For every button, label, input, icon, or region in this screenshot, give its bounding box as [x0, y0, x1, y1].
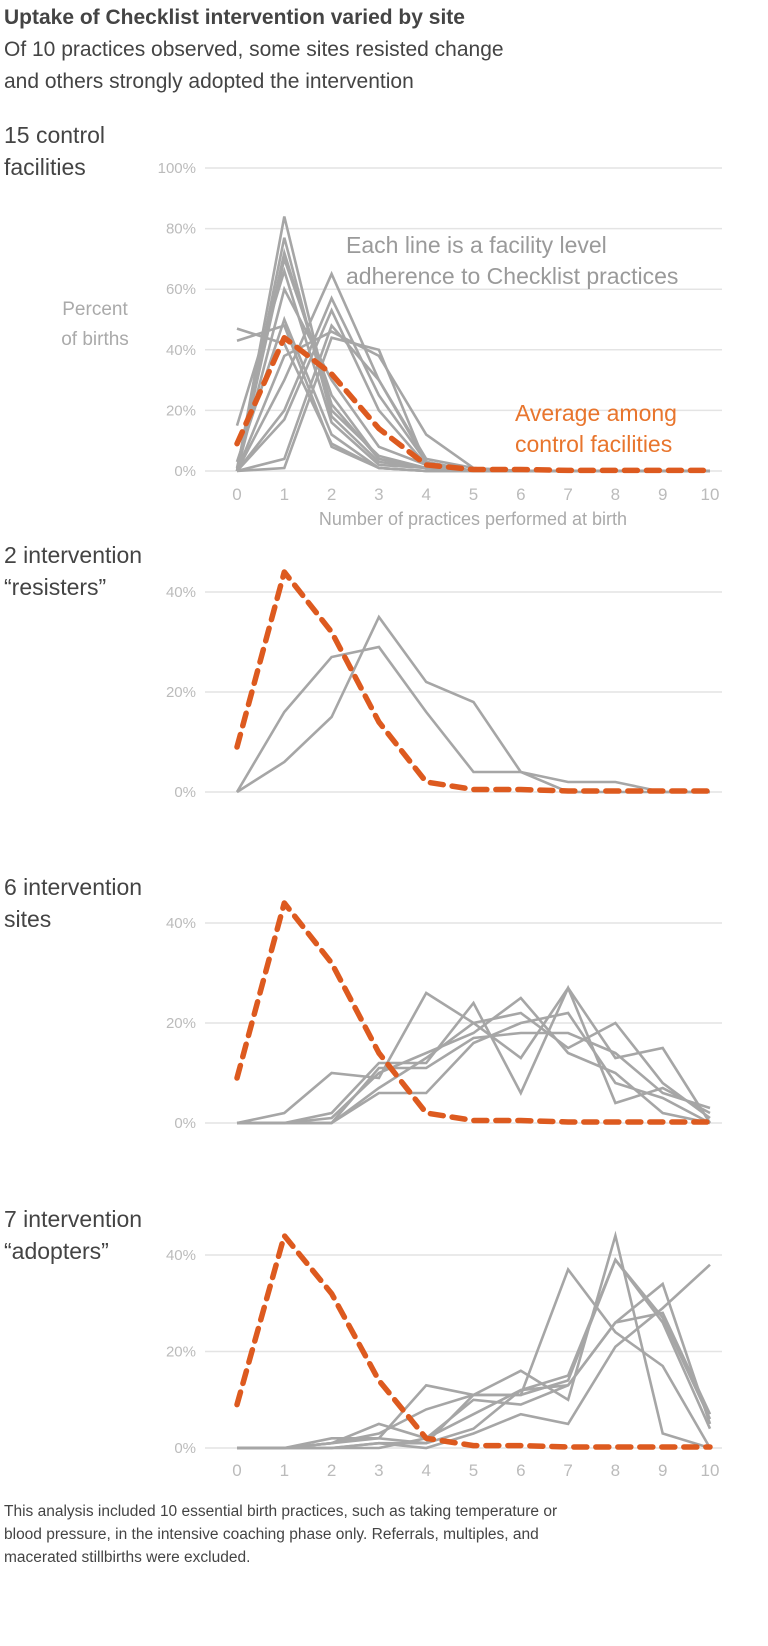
x-tick-label: 7 — [563, 1461, 572, 1480]
y-tick-label: 20% — [166, 1015, 196, 1032]
facility-line — [236, 614, 710, 794]
facility-line — [237, 1281, 712, 1450]
x-tick-label: 5 — [469, 485, 478, 504]
annotation: adherence to Checklist practices — [346, 263, 678, 289]
annotation: Each line is a facility level — [346, 232, 607, 258]
facility-line — [237, 1011, 711, 1125]
x-tick-label: 4 — [421, 485, 430, 504]
average-line — [234, 1232, 713, 1450]
facility-line — [237, 1011, 711, 1125]
average-line — [234, 900, 713, 1125]
average-label: Average among — [515, 400, 677, 426]
x-tick-label: 6 — [516, 485, 525, 504]
y-tick-label: 0% — [174, 784, 196, 801]
facility-line — [237, 984, 711, 1125]
facility-line — [237, 1230, 711, 1450]
y-tick-label: 0% — [174, 1440, 196, 1457]
x-tick-label: 10 — [701, 1461, 720, 1480]
panel-label: 7 intervention — [4, 1206, 142, 1232]
panel-label: “resisters” — [4, 574, 106, 600]
y-tick-label: 40% — [166, 584, 196, 601]
x-tick-label: 6 — [516, 1461, 525, 1480]
facility-line — [237, 1311, 712, 1450]
footnote-line: blood pressure, in the intensive coachin… — [4, 1526, 539, 1543]
average-line — [234, 569, 713, 794]
x-axis-label: Number of practices performed at birth — [319, 509, 627, 529]
chart-subtitle-line: Of 10 practices observed, some sites res… — [4, 38, 504, 61]
y-tick-label: 20% — [166, 684, 196, 701]
facility-line — [237, 1266, 712, 1450]
panel-label: 6 intervention — [4, 874, 142, 900]
y-tick-label: 40% — [166, 1247, 196, 1264]
panel-label: facilities — [4, 154, 86, 180]
x-tick-label: 9 — [658, 1461, 667, 1480]
chart-title: Uptake of Checklist intervention varied … — [4, 6, 465, 29]
y-tick-label: 60% — [166, 281, 196, 298]
x-tick-label: 0 — [232, 1461, 241, 1480]
x-tick-label: 8 — [611, 485, 620, 504]
y-axis-label: of births — [61, 329, 129, 350]
x-tick-label: 1 — [280, 485, 289, 504]
y-tick-label: 20% — [166, 402, 196, 419]
y-tick-label: 40% — [166, 915, 196, 932]
x-tick-label: 4 — [421, 1461, 430, 1480]
y-tick-label: 0% — [174, 1115, 196, 1132]
x-tick-label: 0 — [232, 485, 241, 504]
x-tick-label: 5 — [469, 1461, 478, 1480]
x-tick-label: 2 — [327, 1461, 336, 1480]
x-tick-label: 10 — [701, 485, 720, 504]
chart-subtitle-line: and others strongly adopted the interven… — [4, 70, 414, 93]
y-tick-label: 0% — [174, 463, 196, 480]
y-tick-label: 20% — [166, 1344, 196, 1361]
y-tick-label: 40% — [166, 342, 196, 359]
x-tick-label: 2 — [327, 485, 336, 504]
x-tick-label: 1 — [280, 1461, 289, 1480]
facility-line — [237, 996, 711, 1125]
x-tick-label: 8 — [611, 1461, 620, 1480]
y-tick-label: 80% — [166, 221, 196, 238]
y-axis-label: Percent — [62, 299, 128, 320]
x-tick-label: 7 — [563, 485, 572, 504]
facility-line — [235, 645, 710, 794]
facility-line — [237, 1031, 711, 1125]
y-tick-label: 100% — [158, 160, 196, 177]
facility-line — [237, 1257, 712, 1450]
footnote-line: This analysis included 10 essential birt… — [4, 1503, 557, 1520]
panel-label: 2 intervention — [4, 542, 142, 568]
facility-line — [237, 1257, 712, 1450]
facility-line — [236, 985, 712, 1125]
average-label: control facilities — [515, 431, 672, 457]
panel-label: sites — [4, 906, 51, 932]
panel-label: 15 control — [4, 122, 105, 148]
x-tick-label: 9 — [658, 485, 667, 504]
x-tick-label: 3 — [374, 485, 383, 504]
average-line — [234, 334, 713, 474]
panel-label: “adopters” — [4, 1238, 109, 1264]
x-tick-label: 3 — [374, 1461, 383, 1480]
footnote-line: macerated stillbirths were excluded. — [4, 1549, 250, 1566]
